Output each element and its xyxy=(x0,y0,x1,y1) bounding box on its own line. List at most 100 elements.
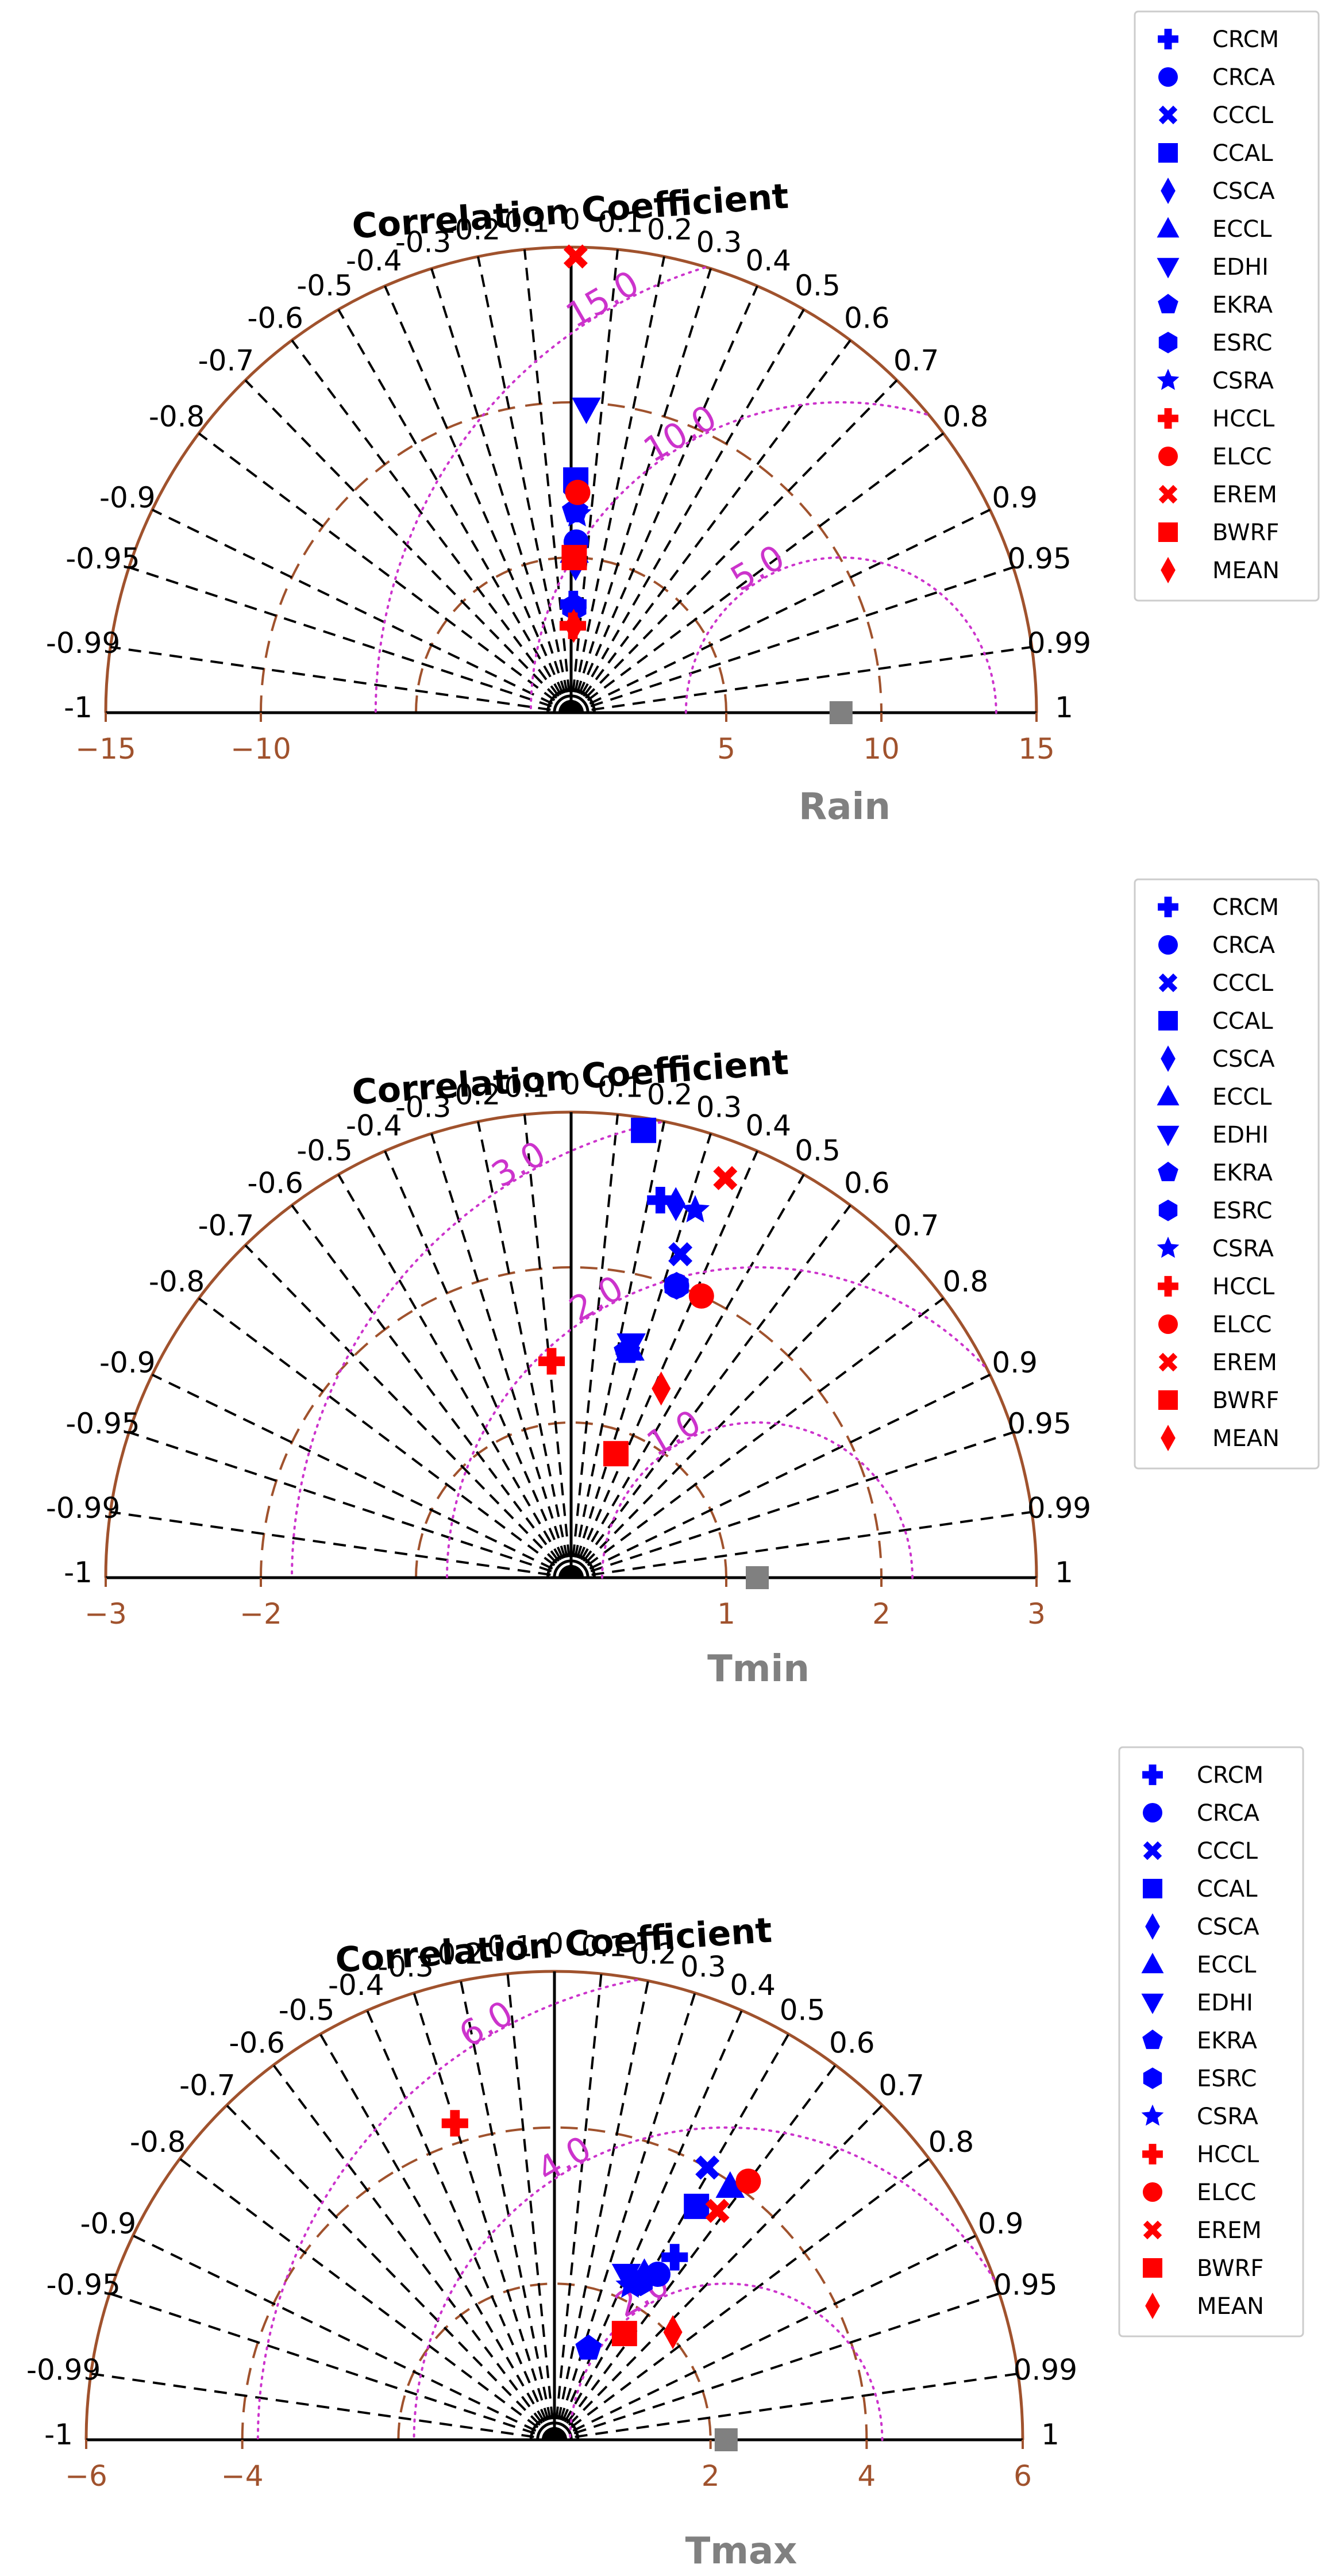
legend-marker-eccl xyxy=(1157,1085,1180,1106)
correlation-spoke xyxy=(198,1297,572,1579)
correlation-spoke xyxy=(319,2033,556,2440)
legend-marker-hccl xyxy=(1158,408,1178,429)
legend-label: ECCL xyxy=(1197,1952,1257,1978)
legend-label: MEAN xyxy=(1212,1425,1280,1452)
correlation-spoke xyxy=(244,379,572,714)
legend-label: CRCM xyxy=(1212,894,1279,921)
legend-label: EREM xyxy=(1212,482,1277,508)
correlation-tick: -0.99 xyxy=(46,626,120,660)
correlation-spoke xyxy=(110,645,572,714)
legend-label: BWRF xyxy=(1212,1387,1279,1414)
legend-label: CCCL xyxy=(1212,970,1274,997)
correlation-tick: -0.8 xyxy=(130,2125,186,2159)
marker-elcc xyxy=(735,2169,761,2194)
correlation-tick: 0 xyxy=(562,1068,580,1101)
legend-marker-cccl xyxy=(1158,973,1178,993)
correlation-tick: 0.99 xyxy=(1027,626,1091,660)
correlation-spoke xyxy=(413,1992,556,2440)
legend-marker-csra xyxy=(1157,368,1180,390)
correlation-tick: -0.7 xyxy=(179,2069,236,2102)
legend-label: ECCL xyxy=(1212,216,1272,243)
correlation-tick: 1 xyxy=(1055,1556,1073,1589)
legend-label: MEAN xyxy=(1197,2293,1264,2320)
correlation-tick: 0.1 xyxy=(598,1070,644,1104)
correlation-tick: 0.3 xyxy=(696,1091,742,1124)
correlation-tick: -0.7 xyxy=(198,344,255,377)
correlation-tick: 0.4 xyxy=(745,244,791,278)
legend-marker-esrc xyxy=(1158,1199,1178,1221)
legend-label: ESRC xyxy=(1212,330,1272,356)
legend-marker-elcc xyxy=(1143,2182,1162,2202)
correlation-tick: -0.3 xyxy=(395,226,452,259)
legend-marker-eccl xyxy=(1141,1952,1164,1974)
legend-marker-ekra xyxy=(1158,1162,1178,1182)
correlation-spoke xyxy=(226,2104,556,2441)
correlation-spoke xyxy=(553,1973,603,2440)
legend-marker-hccl xyxy=(1158,1276,1178,1297)
legend-marker-erem xyxy=(1143,2220,1162,2240)
correlation-tick: -0.3 xyxy=(377,1950,434,1983)
legend-marker-esrc xyxy=(1143,2067,1162,2089)
correlation-tick: 0.8 xyxy=(943,400,989,433)
plot-area: 0 0.1 0.2 0.30.40.50.60.70.8 0.9 0.95 0.99 1 -0.… xyxy=(26,1927,1077,2493)
correlation-spoke xyxy=(571,1510,1032,1579)
sd-tick-label: 1 xyxy=(717,1597,735,1631)
correlation-spoke xyxy=(553,1981,649,2440)
correlation-spoke xyxy=(477,256,572,713)
correlation-spoke xyxy=(570,1114,619,1578)
legend-label: EKRA xyxy=(1212,1160,1273,1186)
correlation-spoke xyxy=(553,1992,696,2440)
legend-frame xyxy=(1134,10,1320,602)
correlation-spoke xyxy=(570,1204,851,1579)
legend-label: ESRC xyxy=(1212,1198,1272,1224)
correlation-spoke xyxy=(571,566,1014,714)
legend-marker-csra xyxy=(1141,2104,1164,2126)
correlation-tick: 0.6 xyxy=(829,2027,875,2060)
correlation-tick: 0.3 xyxy=(680,1950,726,1983)
correlation-spoke xyxy=(523,1114,572,1578)
marker-hccl xyxy=(441,2110,468,2137)
rms-contour xyxy=(256,1979,638,2441)
correlation-tick: 1 xyxy=(1041,2418,1059,2451)
marker-edhi xyxy=(572,397,601,424)
correlation-tick: 0.4 xyxy=(745,1109,791,1143)
correlation-tick: 0.5 xyxy=(795,269,841,302)
legend-marker-ekra xyxy=(1158,294,1178,314)
reference-point xyxy=(714,2428,738,2451)
legend-marker-crca xyxy=(1158,935,1178,955)
sd-arc xyxy=(260,401,883,713)
correlation-spoke xyxy=(570,339,851,714)
correlation-tick: -0.95 xyxy=(65,1407,140,1440)
rms-contour xyxy=(569,2282,884,2441)
correlation-spoke xyxy=(570,285,758,713)
legend-marker-erem xyxy=(1158,1352,1178,1372)
correlation-spoke xyxy=(553,2010,743,2440)
sd-tick-label: −15 xyxy=(75,732,136,766)
legend-label: CSRA xyxy=(1197,2104,1258,2130)
legend-marker-edhi xyxy=(1141,1993,1164,2014)
marker-esrc xyxy=(664,1272,689,1300)
legend-marker-mean xyxy=(1161,1425,1176,1451)
legend-frame xyxy=(1118,1746,1304,2337)
correlation-spoke xyxy=(430,1133,572,1578)
marker-erem xyxy=(563,244,588,269)
legend-marker-ccal xyxy=(1158,1011,1178,1031)
legend-label: ELCC xyxy=(1197,2179,1256,2206)
marker-elcc xyxy=(565,479,591,505)
sd-tick-label: 4 xyxy=(857,2459,876,2493)
correlation-spoke xyxy=(570,249,619,713)
sd-tick-label: 15 xyxy=(1018,732,1055,766)
sd-tick-label: 2 xyxy=(872,1597,891,1631)
legend-label: MEAN xyxy=(1212,558,1280,584)
marker-erem xyxy=(705,2198,730,2223)
legend-marker-edhi xyxy=(1157,1125,1180,1147)
correlation-spoke xyxy=(553,2064,837,2441)
legend-label: EKRA xyxy=(1212,292,1273,318)
correlation-spoke xyxy=(430,268,572,713)
correlation-spoke xyxy=(506,1973,556,2440)
legend-marker-bwrf xyxy=(1158,1390,1178,1410)
legend-label: ELCC xyxy=(1212,1312,1272,1338)
correlation-tick: 0.6 xyxy=(844,1167,890,1200)
legend-label: CCAL xyxy=(1212,1008,1273,1035)
